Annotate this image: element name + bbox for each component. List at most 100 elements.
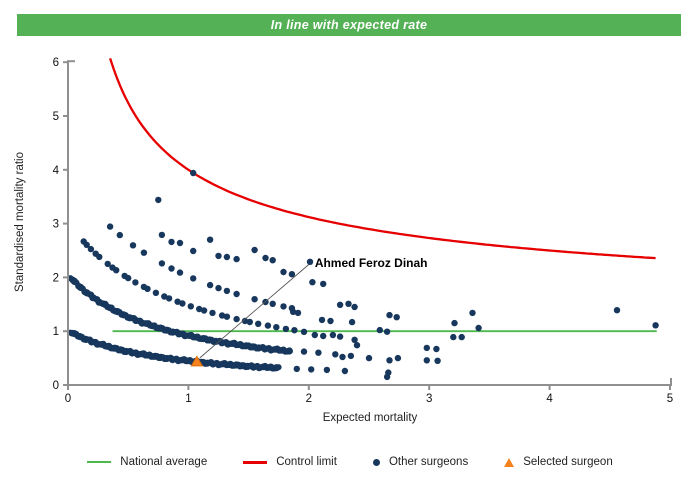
- surgeon-dot[interactable]: [294, 309, 302, 317]
- surgeon-dot[interactable]: [96, 253, 103, 261]
- surgeon-dot[interactable]: [125, 274, 132, 282]
- surgeon-dot[interactable]: [264, 322, 272, 329]
- surgeon-dot[interactable]: [293, 365, 300, 373]
- surgeon-dot[interactable]: [158, 260, 166, 267]
- surgeon-dot[interactable]: [206, 236, 214, 243]
- surgeon-dot[interactable]: [394, 354, 402, 362]
- surgeon-dot[interactable]: [233, 290, 240, 298]
- surgeon-dot[interactable]: [386, 357, 393, 364]
- surgeon-dot[interactable]: [365, 354, 373, 362]
- surgeon-dot[interactable]: [168, 238, 175, 246]
- surgeon-dot[interactable]: [158, 231, 166, 239]
- surgeon-dot[interactable]: [223, 313, 231, 320]
- surgeon-dot[interactable]: [458, 333, 465, 341]
- selected-surgeon-marker[interactable]: [190, 355, 204, 367]
- surgeon-dot[interactable]: [161, 293, 168, 300]
- surgeon-dot[interactable]: [332, 351, 339, 358]
- surgeon-dot[interactable]: [190, 169, 197, 177]
- surgeon-dot[interactable]: [308, 366, 315, 373]
- surgeon-dot[interactable]: [423, 344, 430, 352]
- surgeon-dot[interactable]: [83, 241, 90, 248]
- surgeon-dot[interactable]: [176, 269, 184, 276]
- surgeon-dot[interactable]: [144, 285, 151, 292]
- surgeon-dot[interactable]: [129, 242, 137, 249]
- surgeon-dot[interactable]: [174, 298, 181, 305]
- surgeon-dot[interactable]: [262, 254, 269, 262]
- surgeon-dot[interactable]: [140, 249, 148, 256]
- surgeon-dot[interactable]: [320, 332, 327, 340]
- surgeon-dot[interactable]: [215, 284, 222, 292]
- surgeon-dot[interactable]: [246, 318, 253, 326]
- surgeon-dot[interactable]: [280, 268, 287, 276]
- surgeon-dot[interactable]: [190, 275, 197, 282]
- surgeon-dot[interactable]: [376, 326, 383, 334]
- surgeon-dot[interactable]: [289, 308, 297, 315]
- surgeon-dot[interactable]: [196, 305, 203, 313]
- surgeon-dot[interactable]: [323, 366, 331, 374]
- surgeon-dot[interactable]: [434, 357, 441, 364]
- surgeon-dot[interactable]: [152, 289, 160, 296]
- surgeon-dot[interactable]: [179, 300, 186, 307]
- surgeon-dot[interactable]: [315, 349, 322, 356]
- surgeon-dot[interactable]: [241, 317, 249, 325]
- surgeon-dot[interactable]: [393, 314, 400, 321]
- surgeon-dot[interactable]: [341, 367, 349, 375]
- surgeon-dot[interactable]: [200, 307, 208, 314]
- surgeon-dot[interactable]: [223, 253, 231, 261]
- surgeon-dot[interactable]: [113, 267, 120, 274]
- surgeon-dot[interactable]: [351, 336, 358, 343]
- surgeon-dot[interactable]: [223, 287, 231, 295]
- surgeon-dot[interactable]: [273, 324, 280, 331]
- surgeon-dot[interactable]: [385, 369, 392, 376]
- surgeon-dot[interactable]: [233, 315, 240, 323]
- surgeon-dot[interactable]: [345, 300, 352, 307]
- surgeon-dot[interactable]: [168, 265, 175, 272]
- surgeon-dot[interactable]: [652, 322, 659, 329]
- surgeon-dot[interactable]: [329, 331, 337, 339]
- surgeon-dot[interactable]: [300, 328, 308, 335]
- surgeon-dot[interactable]: [285, 347, 293, 355]
- surgeon-dot[interactable]: [423, 357, 430, 364]
- surgeon-dot[interactable]: [218, 312, 226, 319]
- surgeon-dot[interactable]: [251, 246, 258, 254]
- surgeon-dot[interactable]: [336, 301, 344, 308]
- surgeon-dot[interactable]: [300, 348, 308, 355]
- surgeon-dot[interactable]: [336, 333, 344, 340]
- surgeon-dot[interactable]: [255, 320, 262, 327]
- surgeon-dot[interactable]: [155, 196, 162, 204]
- surgeon-dot[interactable]: [233, 255, 240, 263]
- surgeon-dot[interactable]: [275, 364, 282, 371]
- surgeon-dot[interactable]: [475, 324, 482, 332]
- surgeon-dot[interactable]: [215, 252, 222, 260]
- surgeon-dot[interactable]: [351, 303, 358, 311]
- surgeon-dot[interactable]: [450, 333, 457, 341]
- surgeon-dot[interactable]: [348, 318, 356, 326]
- surgeon-dot[interactable]: [104, 260, 111, 268]
- surgeon-dot[interactable]: [206, 281, 214, 289]
- surgeon-dot[interactable]: [311, 331, 318, 339]
- surgeon-dot[interactable]: [280, 303, 287, 310]
- surgeon-dot[interactable]: [306, 258, 314, 265]
- surgeon-dot[interactable]: [187, 303, 194, 310]
- surgeon-dot[interactable]: [165, 295, 173, 302]
- surgeon-dot[interactable]: [451, 319, 458, 327]
- surgeon-dot[interactable]: [176, 239, 184, 247]
- surgeon-dot[interactable]: [251, 296, 258, 303]
- surgeon-dot[interactable]: [309, 279, 316, 286]
- surgeon-dot[interactable]: [269, 300, 276, 307]
- surgeon-dot[interactable]: [386, 311, 393, 319]
- surgeon-dot[interactable]: [318, 316, 326, 324]
- surgeon-dot[interactable]: [288, 271, 296, 278]
- surgeon-dot[interactable]: [87, 245, 95, 253]
- surgeon-dot[interactable]: [613, 307, 621, 314]
- surgeon-dot[interactable]: [116, 231, 124, 239]
- surgeon-dot[interactable]: [327, 317, 334, 325]
- surgeon-dot[interactable]: [383, 328, 391, 335]
- surgeon-dot[interactable]: [469, 309, 476, 317]
- surgeon-dot[interactable]: [106, 223, 114, 230]
- surgeon-dot[interactable]: [282, 325, 290, 333]
- surgeon-dot[interactable]: [190, 247, 197, 255]
- surgeon-dot[interactable]: [353, 342, 361, 349]
- surgeon-dot[interactable]: [347, 352, 355, 360]
- surgeon-dot[interactable]: [433, 345, 440, 353]
